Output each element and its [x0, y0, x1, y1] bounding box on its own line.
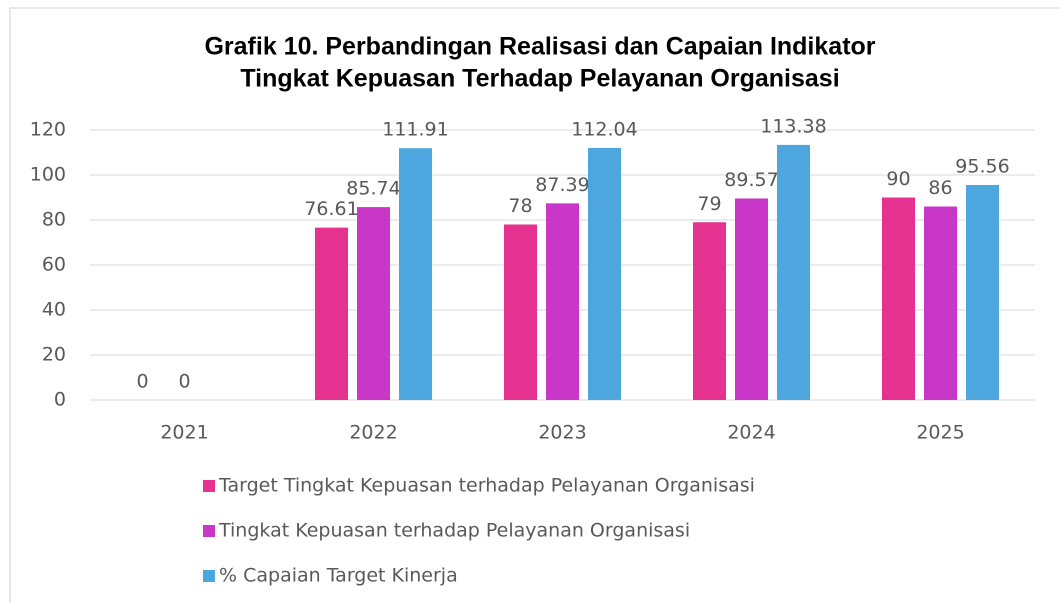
data-label: 86	[928, 177, 952, 199]
x-tick-label: 2025	[916, 422, 964, 444]
data-label: 89.57	[724, 169, 778, 191]
data-label: 78	[508, 195, 532, 217]
bar	[504, 224, 537, 400]
bar	[966, 184, 999, 400]
x-tick-label: 2022	[349, 422, 397, 444]
data-label: 76.61	[304, 198, 358, 220]
bar	[588, 147, 621, 400]
data-label: 90	[886, 168, 910, 190]
x-tick-label: 2024	[727, 422, 775, 444]
y-tick-label: 40	[42, 299, 66, 321]
y-tick-label: 100	[30, 164, 66, 186]
bar	[399, 148, 432, 400]
legend-swatch	[203, 480, 215, 492]
bar	[882, 197, 915, 400]
bar	[924, 206, 957, 400]
data-label: 111.91	[382, 119, 448, 141]
y-tick-label: 60	[42, 254, 66, 276]
bar	[693, 222, 726, 400]
y-tick-label: 0	[54, 389, 66, 411]
x-tick-label: 2023	[538, 422, 586, 444]
x-tick-label: 2021	[160, 422, 208, 444]
data-label: 112.04	[571, 118, 637, 140]
data-label: 113.38	[760, 115, 826, 137]
legend-label: Target Tingkat Kepuasan terhadap Pelayan…	[218, 475, 755, 497]
bar	[777, 144, 810, 400]
chart-title: Tingkat Kepuasan Terhadap Pelayanan Orga…	[240, 65, 839, 93]
data-label: 0	[178, 371, 190, 393]
data-label: 85.74	[346, 178, 400, 200]
legend-swatch	[203, 525, 215, 537]
data-label: 95.56	[955, 155, 1009, 177]
chart-border	[9, 7, 1059, 603]
legend-label: Tingkat Kepuasan terhadap Pelayanan Orga…	[218, 520, 690, 542]
y-tick-label: 80	[42, 209, 66, 231]
legend-label: % Capaian Target Kinerja	[219, 565, 458, 587]
legend-swatch	[203, 570, 215, 582]
bar	[357, 207, 390, 400]
bar	[735, 198, 768, 400]
data-label: 0	[136, 371, 148, 393]
y-tick-label: 20	[42, 344, 66, 366]
data-label: 87.39	[535, 174, 589, 196]
chart-title: Grafik 10. Perbandingan Realisasi dan Ca…	[204, 33, 875, 61]
bar	[315, 227, 348, 400]
data-label: 79	[697, 193, 721, 215]
y-tick-label: 120	[30, 119, 66, 141]
bar	[546, 203, 579, 400]
